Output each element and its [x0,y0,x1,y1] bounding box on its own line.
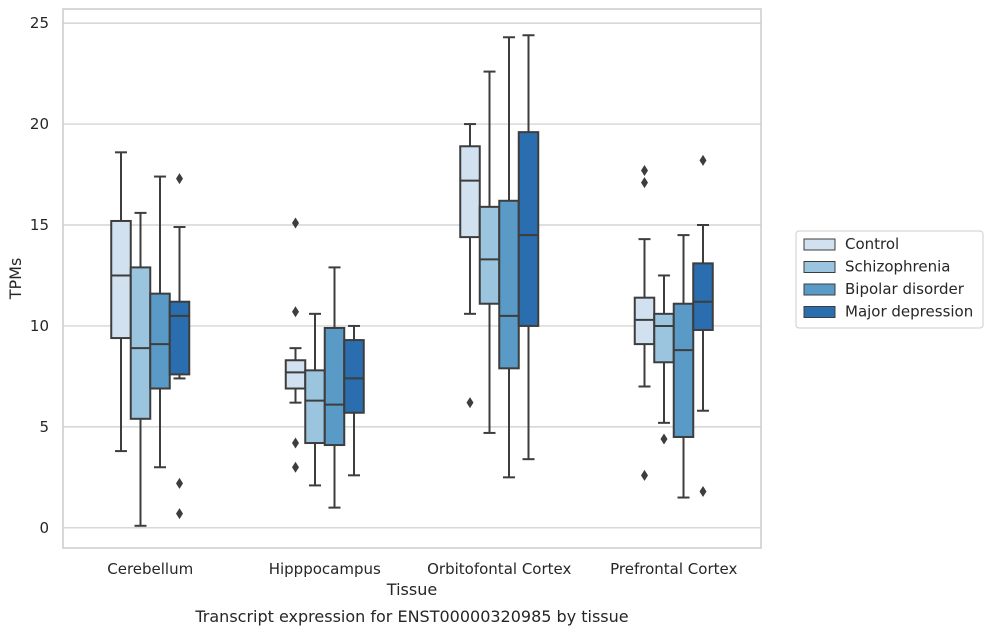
box-group [304,312,326,487]
box [168,300,191,376]
y-axis-label: TPMs [6,258,25,301]
x-ticks: Cerebellum Hipppocampus Orbitofontal Corte… [107,560,737,578]
box [304,369,326,445]
plot-frame [62,8,762,549]
legend-entry-label: Bipolar disorder [845,280,965,298]
x-tick-label: Cerebellum [107,560,193,578]
y-tick-label: 25 [30,14,49,32]
box [478,205,501,305]
grid [63,22,761,529]
x-tick-label: Prefrontal Cortex [610,560,737,578]
legend-entry-label: Schizophrenia [845,258,950,276]
box-group [343,324,365,477]
chart-caption: Transcript expression for ENST0000032098… [194,607,628,626]
y-tick-label: 15 [30,216,49,234]
box [517,131,540,327]
box-group [459,123,481,409]
box [323,326,346,447]
x-tick-label: Hipppocampus [269,560,381,578]
box-group [129,211,152,527]
box-group [653,274,675,445]
box [343,339,365,414]
legend-swatch [803,283,836,296]
outlier-point [176,477,183,489]
outlier-point [641,177,648,189]
outlier-point [641,164,648,176]
box [692,262,714,331]
box [459,145,481,239]
outlier-point [292,306,299,318]
boxes [110,34,714,527]
legend: Control Schizophrenia Bipolar disorder Majo… [795,230,984,329]
x-axis-label: Tissue [386,580,437,599]
legend-entry-label: Major depression [845,303,973,321]
box [498,199,520,370]
outlier-point [292,461,299,473]
box-group [323,266,346,509]
outlier-point [641,469,648,481]
box-group [633,164,656,481]
legend-swatch [803,238,836,251]
y-tick-label: 5 [39,418,49,436]
box-group [692,154,714,497]
box-group [498,36,520,479]
box [633,296,656,346]
box [129,266,152,420]
box-group [110,151,132,453]
legend-frame [795,230,984,329]
legend-swatch [803,306,836,318]
box [284,359,307,390]
outlier-point [292,437,299,449]
x-tick-label: Orbitofontal Cortex [427,560,571,578]
box-group [168,173,191,520]
y-tick-label: 0 [39,519,49,537]
box-group [284,217,307,473]
y-tick-label: 20 [30,115,49,133]
y-ticks: 0 5 10 15 20 25 [30,14,49,537]
box-group [149,175,171,469]
box-group [478,70,501,434]
outlier-point [466,397,474,409]
outlier-point [176,173,183,185]
box [672,302,695,438]
legend-entry-label: Control [845,235,899,253]
y-tick-label: 10 [30,317,49,335]
box [653,312,675,364]
outlier-point [660,433,668,445]
box-group [517,34,540,461]
box [110,219,132,340]
box-group [672,234,695,499]
box [149,292,171,390]
outlier-point [699,485,707,497]
outlier-point [699,154,707,166]
legend-swatch [803,261,836,273]
outlier-point [292,217,299,229]
outlier-point [176,508,183,520]
